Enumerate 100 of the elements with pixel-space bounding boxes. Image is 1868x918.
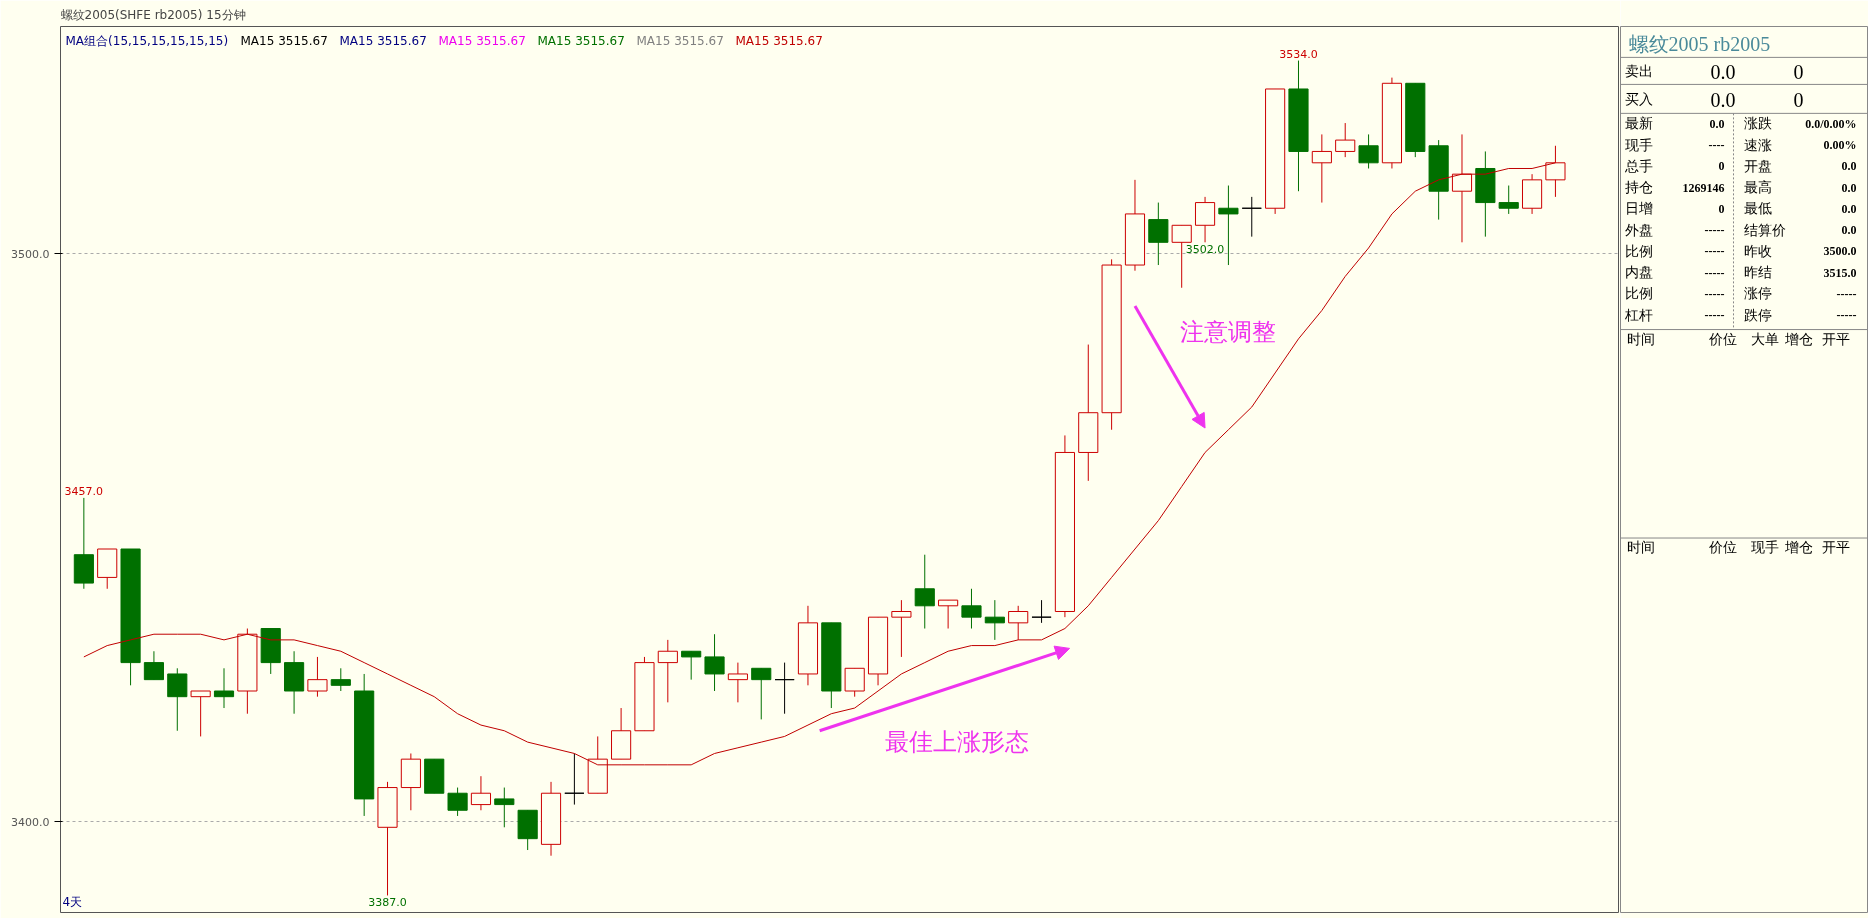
text: 开平 xyxy=(1821,540,1850,556)
text: 外盘 xyxy=(1624,222,1653,238)
text: 时间 xyxy=(1626,331,1655,347)
text: 涨跌 xyxy=(1743,116,1772,132)
text: 现手 xyxy=(1624,137,1653,153)
text: ----- xyxy=(1836,308,1857,323)
candlestick xyxy=(190,690,211,737)
text: 杠杆 xyxy=(1623,307,1653,323)
text: ----- xyxy=(1704,265,1725,280)
candlestick xyxy=(447,787,468,817)
text: 3515.0 xyxy=(1823,265,1857,280)
text: MA15 3515.67 xyxy=(735,34,823,49)
text: 卖出 xyxy=(1624,64,1653,80)
candlestick xyxy=(961,588,982,630)
annotation: 4天 xyxy=(62,894,83,909)
text: 0.0/0.00% xyxy=(1805,116,1857,131)
text: ----- xyxy=(1704,244,1725,259)
text: ----- xyxy=(1704,286,1725,301)
candlestick xyxy=(774,662,795,715)
candlestick xyxy=(564,752,585,806)
text: 大单 xyxy=(1750,331,1779,347)
annotation: 3387.0 xyxy=(368,896,407,910)
text: 昨收 xyxy=(1743,243,1772,259)
candlestick xyxy=(844,667,865,698)
candlestick xyxy=(1358,133,1379,169)
text: 比例 xyxy=(1624,243,1653,259)
candlestick xyxy=(494,787,515,828)
annotation: MA15 3515.67 xyxy=(438,34,526,49)
annotation: MA15 3515.67 xyxy=(339,34,427,49)
candlestick xyxy=(704,633,725,692)
text: 涨停 xyxy=(1743,286,1772,302)
candlestick xyxy=(167,667,188,732)
candlestick xyxy=(657,639,678,703)
text: ----- xyxy=(1704,308,1725,323)
text: 增仓 xyxy=(1783,540,1813,556)
text: 0.0 xyxy=(1709,116,1725,131)
candlestick xyxy=(330,667,351,692)
annotation: 3534.0 xyxy=(1279,47,1318,61)
candlestick xyxy=(1311,133,1332,204)
text: 0.0 xyxy=(1710,88,1736,111)
text: 跌停 xyxy=(1743,307,1772,323)
text: 最新 xyxy=(1624,116,1653,132)
candlestick xyxy=(751,667,772,720)
text: 日增 xyxy=(1624,201,1653,217)
annotation: 最佳上涨形态 xyxy=(885,727,1030,756)
candlestick xyxy=(891,599,912,658)
text: 持仓 xyxy=(1624,180,1653,196)
text: ---- xyxy=(1708,138,1725,153)
text: 0.0 xyxy=(1841,159,1857,174)
candlestick xyxy=(938,599,959,630)
text: 0 xyxy=(1793,60,1804,83)
text: 增仓 xyxy=(1783,331,1813,347)
candlestick xyxy=(213,667,235,709)
text: 价位 xyxy=(1707,331,1737,347)
text: 0.0 xyxy=(1841,201,1857,216)
text: 0 xyxy=(1793,88,1804,111)
y-tick-label: 3400.0 xyxy=(11,815,50,829)
text: 0 xyxy=(1718,159,1725,174)
text: ----- xyxy=(1836,286,1857,301)
text: ----- xyxy=(1704,223,1725,238)
candlestick xyxy=(914,554,935,630)
text: 速涨 xyxy=(1743,137,1772,153)
candlestick xyxy=(143,650,165,681)
annotation: MA15 3515.67 xyxy=(240,34,328,49)
text: 0.0 xyxy=(1841,223,1857,238)
text: 结算价 xyxy=(1743,222,1786,238)
annotation: 3457.0 xyxy=(64,484,104,498)
candlestick xyxy=(1335,122,1356,158)
text: 开平 xyxy=(1821,331,1850,347)
candlestick xyxy=(1031,599,1052,624)
chart-title: 螺纹2005(SHFE rb2005) 15分钟 xyxy=(60,7,246,22)
annotation: 注意调整 xyxy=(1180,318,1277,347)
candlestick xyxy=(681,650,702,681)
candlestick xyxy=(1498,185,1519,215)
annotation: 3502.0 xyxy=(1185,243,1225,257)
candlestick xyxy=(1008,605,1029,641)
text: 时间 xyxy=(1626,540,1655,556)
text: 1269146 xyxy=(1682,180,1725,195)
text: 0 xyxy=(1718,201,1725,216)
text: 0.00% xyxy=(1823,138,1857,153)
text: 0.0 xyxy=(1710,60,1736,83)
text: 比例 xyxy=(1624,286,1653,302)
candlestick xyxy=(307,656,328,698)
text: 昨结 xyxy=(1743,265,1772,281)
text: 最高 xyxy=(1743,180,1772,196)
text: 价位 xyxy=(1707,540,1737,556)
candlestick xyxy=(1194,196,1216,243)
candlestick xyxy=(727,662,748,703)
text: 总手 xyxy=(1623,158,1653,174)
candlestick xyxy=(1148,202,1169,266)
text: 0.0 xyxy=(1841,180,1857,195)
text: 3500.0 xyxy=(1823,244,1857,259)
annotation: MA组合(15,15,15,15,15,15) xyxy=(65,34,229,49)
candlestick xyxy=(470,775,492,811)
text: 现手 xyxy=(1750,540,1779,556)
candlestick xyxy=(984,599,1005,641)
text: 最低 xyxy=(1743,201,1772,217)
text: 内盘 xyxy=(1624,265,1653,281)
annotation: MA15 3515.67 xyxy=(537,34,625,49)
text: 开盘 xyxy=(1743,158,1772,174)
